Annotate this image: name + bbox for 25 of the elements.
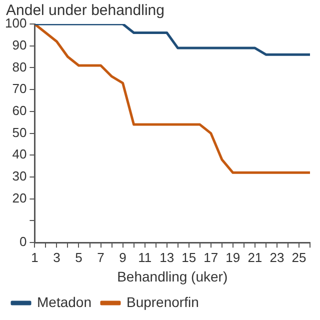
x-tick-label: 23 (270, 250, 284, 265)
x-tick-label: 11 (138, 250, 152, 265)
x-tick-label: 21 (248, 250, 262, 265)
y-tick-label: 0 (19, 234, 27, 250)
y-tick-label: 60 (12, 103, 27, 118)
x-tick-label: 7 (97, 250, 104, 265)
x-tick-label: 9 (119, 250, 126, 265)
y-tick-label: 20 (12, 190, 27, 206)
y-tick-label: 90 (12, 37, 27, 52)
y-tick-label: 70 (12, 81, 27, 96)
x-axis-title: Behandling (uker) (117, 268, 228, 284)
y-tick-label: 40 (12, 146, 27, 162)
x-tick-label: 25 (292, 250, 306, 265)
x-tick-label: 17 (204, 250, 218, 265)
x-tick-label: 13 (160, 250, 174, 265)
legend-label: Metadon (37, 294, 92, 310)
x-tick-label: 15 (182, 250, 196, 265)
legend-label: Buprenorfin (126, 294, 199, 310)
x-tick-label: 3 (53, 250, 60, 265)
x-tick-label: 19 (226, 250, 240, 265)
y-tick-label: 30 (12, 168, 27, 184)
y-tick-label: 80 (12, 59, 27, 74)
y-tick-label: 50 (12, 124, 27, 140)
x-tick-label: 5 (75, 250, 82, 265)
x-tick-label: 1 (31, 250, 38, 265)
